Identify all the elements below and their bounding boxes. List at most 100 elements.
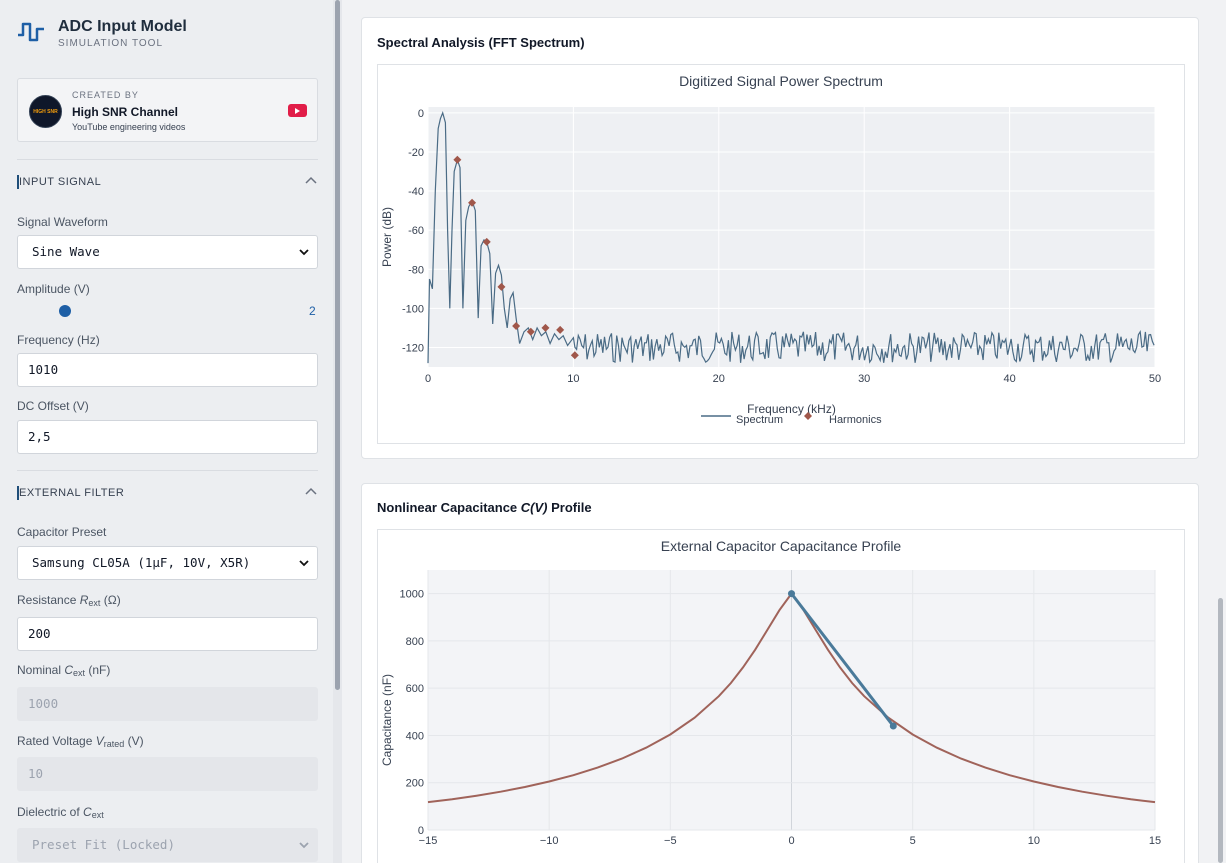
app-brand: ADC Input Model SIMULATION TOOL <box>17 17 187 50</box>
dielectric-label: Dielectric of Cext <box>17 805 104 820</box>
capacitor-preset-label: Capacitor Preset <box>17 525 107 539</box>
spectrum-chart[interactable]: 0 10 20 30 40 50 0 -20 -40 -60 -80 -100 -120 Power (d… <box>378 65 1184 443</box>
x-axis-label: Frequency (kHz) <box>747 402 836 416</box>
frequency-label: Frequency (Hz) <box>17 333 100 347</box>
y-tick-label: 0 <box>418 108 424 120</box>
dielectric-value: Preset Fit (Locked) <box>32 837 175 852</box>
resistance-label: Resistance Rext (Ω) <box>17 593 121 608</box>
x-tick-label: 15 <box>1149 835 1161 847</box>
harmonic-marker <box>497 282 506 291</box>
legend-spectrum-label: Spectrum <box>736 414 783 426</box>
y-tick-label: -60 <box>408 225 424 237</box>
y-tick-label: -100 <box>402 303 424 315</box>
y-axis-label: Capacitance (nF) <box>380 674 394 766</box>
capacitor-preset-select[interactable]: Samsung CL05A (1µF, 10V, X5R) <box>17 546 318 580</box>
sidebar-scrollbar[interactable] <box>333 0 342 863</box>
youtube-icon[interactable] <box>288 104 307 117</box>
app-title: ADC Input Model <box>58 18 187 35</box>
section-input-signal[interactable]: INPUT SIGNAL <box>17 159 318 189</box>
spectral-card: Spectral Analysis (FFT Spectrum) Digitiz… <box>361 17 1199 459</box>
x-tick-label: −15 <box>419 835 438 847</box>
x-tick-label: 10 <box>1028 835 1040 847</box>
harmonic-marker <box>570 351 579 360</box>
nominal-c-input: 1000 <box>17 687 318 721</box>
spectrum-plot[interactable]: Digitized Signal Power Spectrum 0 10 20 30 4… <box>377 64 1185 444</box>
section-title: INPUT SIGNAL <box>19 176 102 188</box>
rated-voltage-input: 10 <box>17 757 318 791</box>
x-tick-label: 50 <box>1149 373 1161 385</box>
y-tick-label: 1000 <box>400 589 424 601</box>
main-scrollbar[interactable] <box>1215 0 1226 863</box>
chevron-down-icon <box>299 249 309 256</box>
x-tick-label: 20 <box>713 373 725 385</box>
waveform-label: Signal Waveform <box>17 215 108 229</box>
y-axis-label: Power (dB) <box>380 207 394 267</box>
section-external-filter[interactable]: EXTERNAL FILTER <box>17 470 318 500</box>
capacitance-chart[interactable]: −15 −10 −5 0 5 10 15 0 200 400 600 800 1000 Capacitan… <box>378 530 1184 863</box>
sidebar: ADC Input Model SIMULATION TOOL HIGH SNR… <box>0 0 333 863</box>
operating-point <box>889 722 897 730</box>
amplitude-slider-thumb[interactable] <box>59 305 71 317</box>
dc-offset-input[interactable]: 2,5 <box>17 420 318 454</box>
operating-segment <box>790 592 895 727</box>
sidebar-scrollbar-thumb[interactable] <box>335 0 340 690</box>
amplitude-label: Amplitude (V) <box>17 282 90 296</box>
dielectric-select: Preset Fit (Locked) <box>17 828 318 862</box>
spectrum-plot-title: Digitized Signal Power Spectrum <box>679 73 883 89</box>
legend-harmonics-label: Harmonics <box>829 414 882 426</box>
legend-harmonics-swatch <box>804 412 812 420</box>
harmonic-marker <box>453 155 462 164</box>
chevron-up-icon[interactable] <box>304 174 318 188</box>
y-tick-label: -80 <box>408 264 424 276</box>
square-wave-icon <box>18 22 44 42</box>
operating-point <box>788 590 795 598</box>
creator-card[interactable]: HIGH SNR CREATED BY High SNR Channel You… <box>17 78 318 142</box>
spectrum-line <box>427 111 1155 364</box>
capacitor-preset-value: Samsung CL05A (1µF, 10V, X5R) <box>32 555 251 570</box>
x-tick-label: 0 <box>788 835 794 847</box>
nominal-c-label: Nominal Cext (nF) <box>17 663 111 678</box>
x-tick-label: 0 <box>425 373 431 385</box>
x-tick-label: −5 <box>664 835 677 847</box>
harmonic-marker <box>468 198 477 207</box>
y-tick-label: 400 <box>406 730 424 742</box>
section-title: EXTERNAL FILTER <box>19 487 125 499</box>
frequency-input[interactable]: 1010 <box>17 353 318 387</box>
chevron-up-icon[interactable] <box>304 485 318 499</box>
capacitance-plot[interactable]: External Capacitor Capacitance Profile −… <box>377 529 1185 863</box>
harmonic-marker <box>556 325 565 334</box>
harmonic-marker <box>541 323 550 332</box>
app-subtitle: SIMULATION TOOL <box>58 38 164 49</box>
creator-name: High SNR Channel <box>72 105 179 119</box>
creator-description: YouTube engineering videos <box>72 122 186 132</box>
chevron-down-icon <box>299 842 309 849</box>
x-tick-label: −10 <box>540 835 559 847</box>
y-tick-label: 600 <box>406 683 424 695</box>
x-tick-label: 10 <box>567 373 579 385</box>
y-tick-label: 0 <box>418 825 424 837</box>
resistance-input[interactable]: 200 <box>17 617 318 651</box>
waveform-value: Sine Wave <box>32 244 100 259</box>
amplitude-value: 2 <box>309 304 316 318</box>
spectral-card-title: Spectral Analysis (FFT Spectrum) <box>377 35 585 50</box>
x-tick-label: 5 <box>910 835 916 847</box>
main-scrollbar-thumb[interactable] <box>1218 598 1223 863</box>
y-tick-label: -20 <box>408 147 424 159</box>
avatar-text: HIGH SNR <box>33 108 58 115</box>
y-tick-label: -40 <box>408 186 424 198</box>
x-tick-label: 30 <box>858 373 870 385</box>
avatar: HIGH SNR <box>29 95 62 128</box>
harmonic-marker <box>482 237 491 246</box>
plot-area <box>428 107 1155 367</box>
y-tick-label: -120 <box>402 342 424 354</box>
x-tick-label: 40 <box>1003 373 1015 385</box>
dc-offset-label: DC Offset (V) <box>17 399 89 413</box>
waveform-select[interactable]: Sine Wave <box>17 235 318 269</box>
creator-label: CREATED BY <box>72 90 139 100</box>
y-tick-label: 800 <box>406 636 424 648</box>
capacitance-card: Nonlinear Capacitance C(V) Profile Exter… <box>361 483 1199 863</box>
chevron-down-icon <box>299 560 309 567</box>
harmonic-marker <box>526 327 535 336</box>
capacitance-plot-title: External Capacitor Capacitance Profile <box>660 538 902 554</box>
harmonic-marker <box>512 321 521 330</box>
